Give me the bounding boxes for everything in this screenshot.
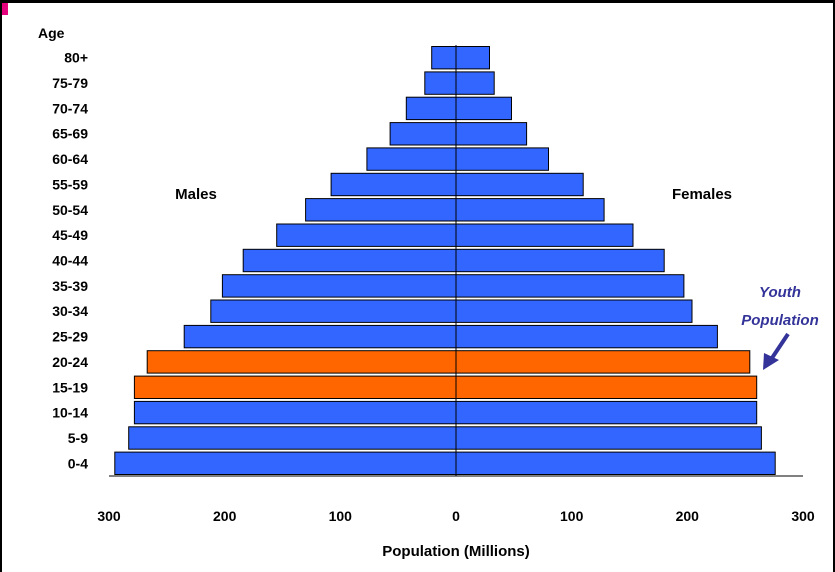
youth-annotation-line2: Population (741, 312, 819, 329)
x-tick-labels: 300 200 100 0 100 200 300 (97, 508, 815, 524)
bar-female-0-4 (455, 451, 776, 476)
bar-female-25-29 (455, 324, 718, 349)
age-label-40-44: 40-44 (52, 253, 88, 269)
bar-female-80plus (455, 46, 490, 70)
age-label-25-29: 25-29 (52, 329, 88, 345)
bar-male-65-69 (389, 122, 457, 146)
x-tick-label: 200 (213, 508, 237, 524)
x-axis-title: Population (Millions) (382, 543, 529, 560)
bar-male-35-39 (221, 274, 457, 298)
bar-female-45-49 (455, 223, 634, 247)
x-tick-label: 100 (560, 508, 584, 524)
youth-annotation-line1: Youth (759, 284, 801, 301)
bar-male-25-29 (183, 324, 457, 349)
bar-male-0-4 (114, 451, 457, 476)
series-label-males: Males (175, 186, 217, 203)
bar-male-15-19 (133, 375, 457, 400)
bar-female-20-24 (455, 350, 751, 374)
y-axis-title: Age (38, 25, 65, 41)
bar-male-55-59 (330, 172, 457, 197)
age-label-75-79: 75-79 (52, 75, 88, 91)
bar-male-45-49 (276, 223, 457, 247)
x-tick-label: 300 (791, 508, 815, 524)
bar-male-70-74 (405, 96, 457, 121)
series-label-females: Females (672, 186, 732, 203)
bar-male-40-44 (242, 248, 457, 273)
bar-male-10-14 (133, 400, 457, 425)
bar-female-60-64 (455, 147, 549, 171)
bar-female-15-19 (455, 375, 758, 400)
age-labels: 80+ 75-79 70-74 65-69 60-64 55-59 50-54 45-49 40… (52, 50, 88, 472)
age-label-10-14: 10-14 (52, 405, 88, 421)
bar-male-5-9 (128, 426, 457, 450)
bars-layer (114, 46, 776, 476)
accent-mark (2, 3, 8, 15)
age-label-60-64: 60-64 (52, 151, 88, 167)
bar-female-70-74 (455, 96, 512, 121)
bar-male-60-64 (366, 147, 457, 171)
age-label-15-19: 15-19 (52, 379, 88, 395)
age-label-65-69: 65-69 (52, 126, 88, 142)
age-label-5-9: 5-9 (68, 430, 88, 446)
bar-female-40-44 (455, 248, 665, 273)
age-label-70-74: 70-74 (52, 100, 88, 116)
bar-male-75-79 (424, 71, 457, 95)
bar-female-50-54 (455, 198, 605, 222)
bar-male-50-54 (305, 198, 457, 222)
age-label-55-59: 55-59 (52, 176, 88, 192)
bar-female-55-59 (455, 172, 584, 197)
age-label-80plus: 80+ (64, 50, 88, 66)
bar-female-75-79 (455, 71, 495, 95)
age-label-50-54: 50-54 (52, 202, 88, 218)
bar-female-5-9 (455, 426, 762, 450)
age-label-30-34: 30-34 (52, 303, 88, 319)
x-tick-label: 0 (452, 508, 460, 524)
bar-female-10-14 (455, 400, 758, 425)
bar-female-35-39 (455, 274, 685, 298)
bar-male-30-34 (210, 299, 457, 323)
age-label-20-24: 20-24 (52, 354, 88, 370)
x-tick-label: 300 (97, 508, 121, 524)
annotation-arrow-icon (763, 332, 790, 370)
bar-male-20-24 (146, 350, 457, 374)
bar-female-30-34 (455, 299, 693, 323)
bar-female-65-69 (455, 122, 528, 146)
x-tick-label: 200 (676, 508, 700, 524)
bar-male-80plus (431, 46, 457, 70)
age-label-45-49: 45-49 (52, 227, 88, 243)
x-tick-label: 100 (329, 508, 353, 524)
age-label-35-39: 35-39 (52, 278, 88, 294)
age-label-0-4: 0-4 (68, 455, 88, 471)
